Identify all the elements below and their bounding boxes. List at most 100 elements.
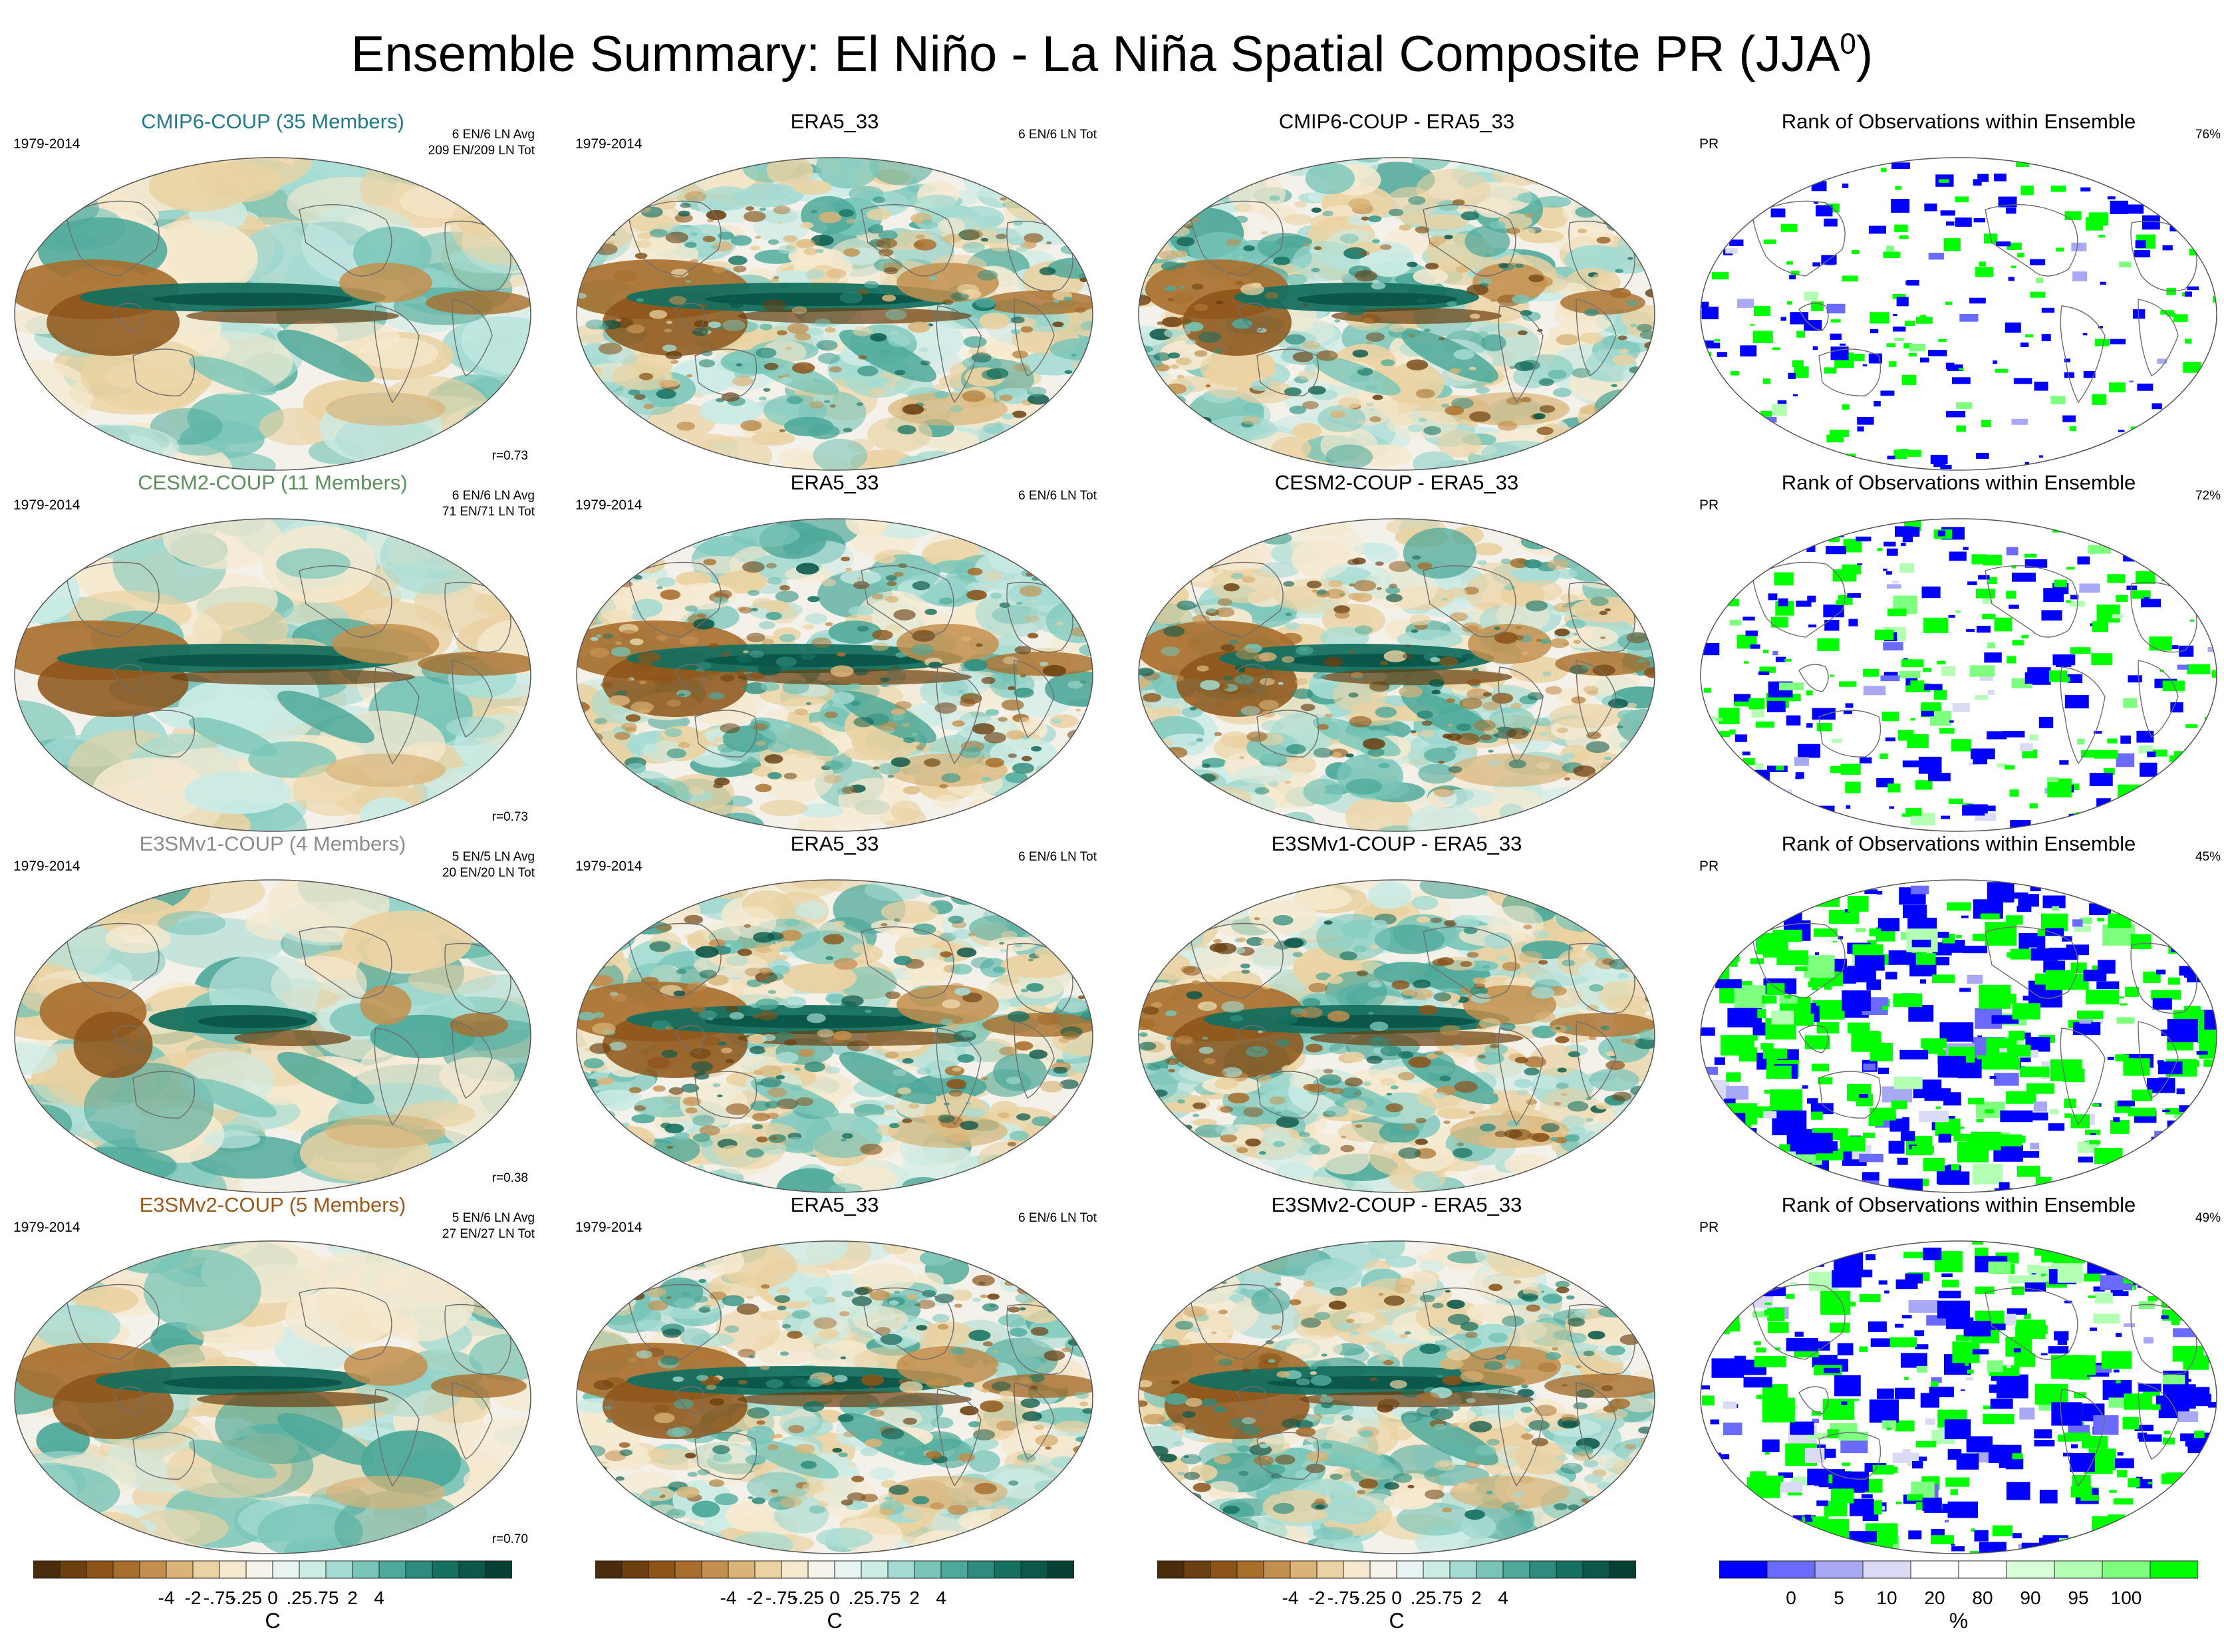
anomaly-blob bbox=[1478, 1054, 1486, 1059]
rank-cell bbox=[2020, 186, 2034, 196]
anomaly-blob bbox=[1014, 646, 1032, 654]
rank-cell bbox=[1759, 666, 1776, 673]
anomaly-blob bbox=[1348, 593, 1363, 601]
anomaly-blob bbox=[1329, 739, 1340, 744]
rank-cell bbox=[1729, 729, 1736, 735]
anomaly-blob bbox=[1442, 597, 1448, 601]
anomaly-blob bbox=[884, 1105, 895, 1111]
anomaly-blob bbox=[684, 933, 699, 941]
rank-cell bbox=[1750, 533, 1774, 553]
anomaly-blob bbox=[1220, 1106, 1234, 1113]
anomaly-blob bbox=[792, 180, 832, 195]
anomaly-blob bbox=[1488, 1090, 1537, 1116]
pattern-correlation: r=0.38 bbox=[491, 1171, 528, 1185]
anomaly-blob bbox=[873, 766, 880, 770]
rank-cell bbox=[2064, 1113, 2072, 1118]
anomaly-blob bbox=[678, 742, 690, 748]
anomaly-blob bbox=[1177, 600, 1196, 611]
anomaly-blob bbox=[1269, 195, 1280, 201]
rank-cell bbox=[1836, 600, 1845, 605]
rank-cell bbox=[2197, 440, 2209, 449]
anomaly-blob bbox=[1601, 1132, 1607, 1136]
anomaly-blob bbox=[988, 239, 1013, 252]
rank-cell bbox=[2064, 372, 2074, 378]
rank-cell bbox=[2064, 358, 2070, 362]
rank-cell bbox=[1794, 366, 1809, 378]
anomaly-blob bbox=[1625, 158, 1655, 175]
rank-cell bbox=[2098, 235, 2105, 238]
anomaly-blob bbox=[1023, 539, 1093, 565]
anomaly-blob bbox=[1171, 674, 1184, 682]
rank-cell bbox=[1701, 615, 1715, 620]
anomaly-blob bbox=[764, 754, 783, 764]
rank-cell bbox=[1901, 374, 1917, 386]
anomaly-blob bbox=[326, 392, 446, 426]
anomaly-blob bbox=[798, 1049, 815, 1057]
anomaly-blob bbox=[1547, 559, 1570, 570]
rank-cell bbox=[1880, 390, 1895, 396]
rank-cell bbox=[1927, 350, 1947, 356]
anomaly-blob bbox=[849, 1103, 859, 1108]
rank-cell bbox=[2140, 762, 2157, 777]
rank-cell bbox=[1786, 715, 1801, 726]
anomaly-blob bbox=[630, 660, 654, 672]
rank-cell bbox=[1841, 825, 1858, 831]
anomaly-blob bbox=[707, 219, 714, 223]
rank-cell bbox=[2035, 277, 2044, 283]
anomaly-blob bbox=[876, 553, 896, 564]
anomaly-blob bbox=[1319, 1074, 1342, 1086]
coastline bbox=[1985, 565, 2078, 638]
rank-cell bbox=[1792, 360, 1804, 367]
anomaly-blob bbox=[1357, 420, 1366, 424]
anomaly-blob bbox=[613, 803, 680, 829]
anomaly-blob bbox=[1408, 196, 1426, 206]
anomaly-blob bbox=[1242, 576, 1256, 583]
anomaly-blob bbox=[1246, 731, 1268, 742]
anomaly-blob bbox=[858, 355, 867, 360]
anomaly-blob bbox=[857, 625, 869, 632]
anomaly-blob bbox=[1139, 678, 1151, 688]
anomaly-blob bbox=[971, 815, 1018, 830]
anomaly-blob bbox=[887, 775, 895, 778]
anomaly-blob bbox=[1151, 1002, 1163, 1008]
anomaly-blob bbox=[746, 1149, 764, 1158]
anomaly-blob bbox=[915, 745, 924, 750]
anomaly-blob bbox=[1284, 622, 1301, 630]
anomaly-blob bbox=[990, 1169, 1045, 1192]
anomaly-blob bbox=[1047, 568, 1068, 579]
anomaly-blob bbox=[990, 738, 1057, 768]
anomaly-blob bbox=[681, 1083, 700, 1093]
rank-cell bbox=[1779, 682, 1804, 691]
anomaly-blob bbox=[1577, 399, 1655, 435]
rank-cell bbox=[2177, 664, 2189, 670]
anomaly-blob bbox=[591, 423, 607, 432]
anomaly-blob bbox=[1531, 986, 1555, 999]
rank-cell bbox=[1774, 572, 1794, 586]
rank-cell bbox=[1993, 360, 1998, 364]
anomaly-blob bbox=[1355, 366, 1364, 370]
anomaly-blob bbox=[1011, 316, 1025, 324]
anomaly-blob bbox=[890, 331, 900, 336]
anomaly-blob bbox=[1520, 396, 1532, 403]
anomaly-blob bbox=[1302, 341, 1321, 350]
anomaly-blob bbox=[1039, 267, 1056, 276]
anomaly-blob bbox=[776, 1098, 798, 1109]
rank-cell bbox=[2207, 646, 2217, 652]
rank-cell bbox=[2144, 597, 2150, 600]
anomaly-blob bbox=[779, 585, 791, 591]
rank-cell bbox=[1899, 235, 1909, 239]
rank-cell bbox=[1881, 168, 1887, 172]
anomaly-blob bbox=[1139, 792, 1191, 826]
rank-cell bbox=[2199, 394, 2217, 404]
anomaly-blob bbox=[644, 820, 670, 831]
rank-cell bbox=[1723, 1148, 1746, 1166]
rank-cell bbox=[1843, 539, 1862, 553]
anomaly-blob bbox=[1521, 651, 1529, 656]
rank-percentage: 72% bbox=[2195, 489, 2221, 503]
anomaly-blob bbox=[15, 418, 75, 470]
anomaly-blob bbox=[643, 404, 654, 409]
anomaly-blob bbox=[1139, 397, 1153, 404]
anomaly-blob bbox=[1588, 984, 1604, 992]
anomaly-blob bbox=[625, 1141, 634, 1145]
anomaly-blob bbox=[1012, 762, 1035, 774]
